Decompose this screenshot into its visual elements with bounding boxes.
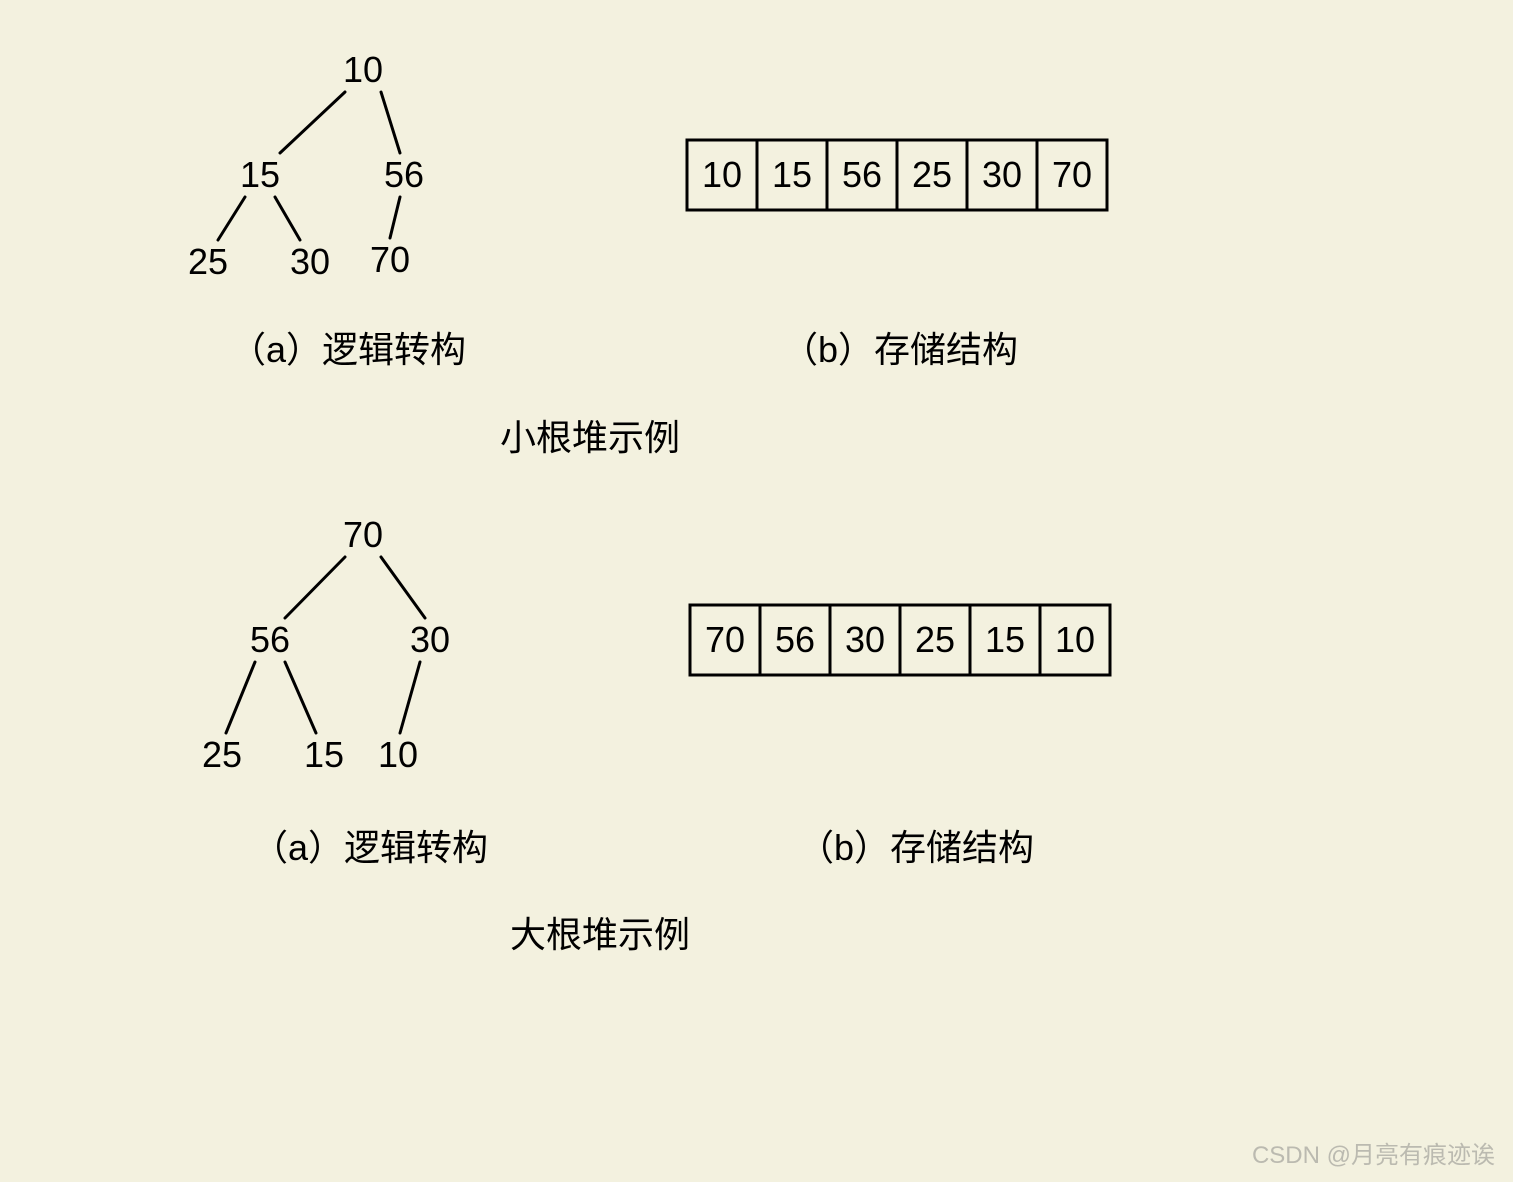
min-heap-tree-node-n6: 70 xyxy=(370,242,410,278)
max-heap-tree-node-m6: 10 xyxy=(378,737,418,773)
min-heap-array-cell-value-5: 70 xyxy=(1052,157,1092,193)
max-heap-tree-node-m5: 15 xyxy=(304,737,344,773)
min-heap-array-caption: （b）存储结构 xyxy=(782,332,1018,368)
watermark: CSDN @月亮有痕迹诶 xyxy=(1252,1135,1495,1170)
min-heap-array-cell-value-4: 30 xyxy=(982,157,1022,193)
max-heap-tree-node-m3: 30 xyxy=(410,622,450,658)
max-heap-tree-caption: （a）逻辑转构 xyxy=(252,830,488,866)
min-heap-array-cell-value-3: 25 xyxy=(912,157,952,193)
min-heap-array-cell-value-0: 10 xyxy=(702,157,742,193)
max-heap-array-cell-value-2: 30 xyxy=(845,622,885,658)
max-heap-tree-node-m1: 70 xyxy=(343,517,383,553)
min-heap-title: 小根堆示例 xyxy=(500,420,680,456)
min-heap-tree-node-n5: 30 xyxy=(290,244,330,280)
max-heap-array-cell-value-1: 56 xyxy=(775,622,815,658)
min-heap-tree-node-n2: 15 xyxy=(240,157,280,193)
diagram-canvas xyxy=(0,0,1513,1182)
max-heap-array-cell-value-5: 10 xyxy=(1055,622,1095,658)
max-heap-tree-node-m4: 25 xyxy=(202,737,242,773)
min-heap-tree-node-n4: 25 xyxy=(188,244,228,280)
min-heap-tree-caption: （a）逻辑转构 xyxy=(230,332,466,368)
min-heap-array-cell-value-1: 15 xyxy=(772,157,812,193)
max-heap-title: 大根堆示例 xyxy=(510,917,690,953)
max-heap-array-cell-value-3: 25 xyxy=(915,622,955,658)
min-heap-tree-node-n1: 10 xyxy=(343,52,383,88)
max-heap-array-cell-value-0: 70 xyxy=(705,622,745,658)
max-heap-array-cell-value-4: 15 xyxy=(985,622,1025,658)
max-heap-tree-node-m2: 56 xyxy=(250,622,290,658)
max-heap-array-caption: （b）存储结构 xyxy=(798,830,1034,866)
min-heap-array-cell-value-2: 56 xyxy=(842,157,882,193)
min-heap-tree-node-n3: 56 xyxy=(384,157,424,193)
